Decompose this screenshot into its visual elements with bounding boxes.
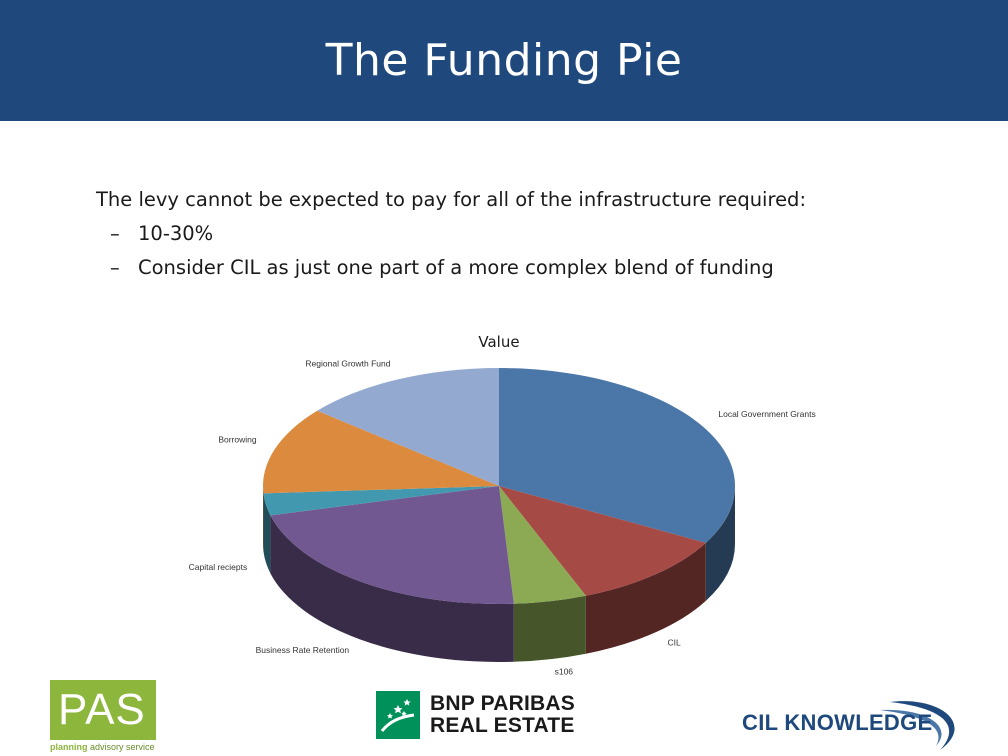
pas-logo-mark: PAS bbox=[50, 680, 156, 740]
slice-label: Business Rate Retention bbox=[256, 645, 350, 655]
pie-labels: Local Government Grants CIL s106 Business R… bbox=[189, 359, 816, 677]
swoosh-icon bbox=[880, 701, 955, 750]
bnp-wordmark: BNP PARIBAS REAL ESTATE bbox=[430, 693, 575, 737]
pie-slice bbox=[499, 368, 735, 543]
bnp-paribas-logo: BNP PARIBAS REAL ESTATE bbox=[376, 690, 575, 740]
slice-label: CIL bbox=[668, 638, 682, 648]
pie-slice-side bbox=[263, 493, 271, 574]
bullet-item: – 10-30% bbox=[96, 217, 956, 251]
pas-sub-rest: advisory service bbox=[87, 742, 155, 752]
pie-chart: Value Local Government Grants CIL s106 Busi… bbox=[189, 333, 816, 677]
chart-title: Value bbox=[478, 333, 519, 351]
intro-text: The levy cannot be expected to pay for a… bbox=[96, 188, 807, 211]
pie-slice-side bbox=[513, 595, 586, 662]
pie-slice bbox=[317, 368, 499, 486]
cil-knowledge-logo: CIL KNOWLEDGE bbox=[740, 696, 970, 752]
pie-slice bbox=[263, 486, 499, 516]
pie-slice-side bbox=[705, 486, 735, 601]
pie-sides bbox=[263, 486, 735, 662]
pas-logo-subtitle: planning advisory service bbox=[50, 742, 156, 752]
bullet-item: – Consider CIL as just one part of a mor… bbox=[96, 251, 956, 285]
slice-label: Local Government Grants bbox=[718, 409, 815, 419]
pie-top bbox=[263, 368, 735, 604]
bnp-line-2: REAL ESTATE bbox=[430, 714, 575, 737]
dash-marker: – bbox=[110, 256, 120, 279]
pie-slice bbox=[499, 486, 706, 596]
pie-slice bbox=[263, 410, 499, 494]
slice-label: Borrowing bbox=[218, 435, 257, 445]
bullet-text: 10-30% bbox=[138, 222, 214, 245]
bullet-text: Consider CIL as just one part of a more … bbox=[138, 256, 774, 279]
slide-title: The Funding Pie bbox=[325, 35, 683, 86]
title-bar: The Funding Pie bbox=[0, 0, 1008, 121]
pie-slice bbox=[499, 486, 586, 604]
bnp-line-1: BNP PARIBAS bbox=[430, 692, 575, 715]
slice-label: Regional Growth Fund bbox=[305, 359, 390, 369]
pie-slice-side bbox=[585, 542, 706, 654]
pas-logo: PAS planning advisory service bbox=[50, 680, 156, 756]
bnp-stars-icon bbox=[376, 691, 420, 739]
slide-body: The levy cannot be expected to pay for a… bbox=[96, 183, 956, 285]
cil-wordmark: CIL KNOWLEDGE bbox=[742, 710, 933, 735]
dash-marker: – bbox=[110, 222, 120, 245]
slice-label: Capital reciepts bbox=[189, 562, 248, 572]
slice-label: s106 bbox=[555, 666, 574, 676]
pie-slice-side bbox=[270, 515, 514, 662]
pas-sub-bold: planning bbox=[50, 742, 88, 752]
pie-slice bbox=[270, 486, 514, 604]
